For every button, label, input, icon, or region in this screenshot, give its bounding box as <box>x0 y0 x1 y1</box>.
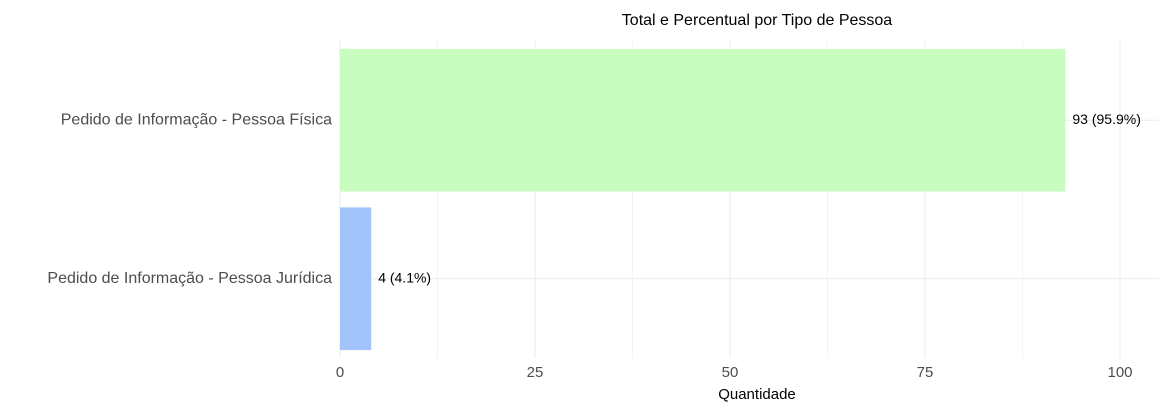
x-tick-label: 75 <box>917 364 934 381</box>
x-tick-label: 25 <box>527 364 544 381</box>
x-axis-title: Quantidade <box>718 386 796 403</box>
x-tick-label: 100 <box>1107 364 1132 381</box>
chart-title: Total e Percentual por Tipo de Pessoa <box>622 12 892 29</box>
value-label: 4 (4.1%) <box>378 269 431 285</box>
bar <box>340 207 372 351</box>
x-tick-label: 0 <box>336 364 344 381</box>
bar <box>340 48 1066 192</box>
x-tick-label: 50 <box>722 364 739 381</box>
category-label: Pedido de Informação - Pessoa Jurídica <box>47 270 332 287</box>
value-label: 93 (95.9%) <box>1072 111 1140 127</box>
category-label: Pedido de Informação - Pessoa Física <box>61 111 332 128</box>
